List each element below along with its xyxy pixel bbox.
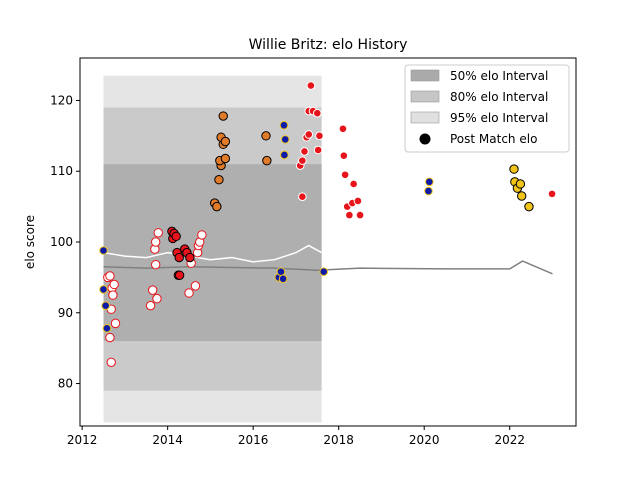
elo-point [313,108,322,118]
elo-point [262,155,272,166]
elo-lines [103,244,553,275]
elo-point [349,179,358,189]
y-tick-label: 120 [50,93,73,107]
elo-point [147,285,158,295]
elo-point [280,150,289,160]
elo-point [279,120,289,130]
y-tick-label: 100 [50,235,73,249]
elo-point [212,201,222,212]
elo-point [99,246,108,255]
elo-point [298,156,307,165]
y-tick-label: 110 [50,164,73,178]
elo-point [214,175,224,185]
elo-point [315,131,324,141]
legend-label: 80% elo Interval [450,90,548,104]
elo-point [306,81,316,90]
elo-point [184,288,194,298]
elo-point [153,228,163,238]
elo-point [261,131,271,141]
x-tick-label: 2012 [67,433,98,447]
elo-point [304,130,314,139]
legend-label: Post Match elo [450,132,537,146]
x-tick-label: 2018 [323,433,354,447]
elo-point [425,177,434,187]
elo-point [197,230,207,240]
elo-point [220,153,231,164]
elo-point [340,170,350,180]
elo-point [278,274,288,284]
legend: 50% elo Interval 80% elo Interval 95% elo … [404,64,570,153]
elo-point [300,147,309,156]
elo-point [353,196,363,206]
elo-point [105,271,115,281]
elo-point [101,301,110,310]
y-tick-label: 80 [58,377,73,391]
elo-point [218,111,228,121]
elo-point [185,252,195,263]
legend-swatch [410,90,440,103]
elo-point [509,164,519,174]
elo-point [338,124,348,134]
recent-elo-line [103,244,322,263]
elo-point [99,285,108,294]
elo-point [174,270,185,280]
legend-swatch [410,111,440,124]
y-tick-label: 90 [58,306,73,320]
elo-point [145,300,156,311]
elo-point [319,267,329,277]
elo-point [515,179,526,189]
interval-bands [103,75,322,423]
axis-ticks: 2012 2014 2016 2018 2020 2022 80 90 100 110 120 [50,93,525,447]
elo-point [424,186,433,196]
chart-title: Willie Britz: elo History [249,37,408,53]
legend-box [404,64,570,153]
legend-label: 95% elo Interval [450,111,548,125]
x-tick-label: 2016 [238,433,269,447]
elo-point [298,192,307,202]
x-tick-label: 2022 [494,433,525,447]
elo-point [174,252,184,263]
legend-swatch [410,69,440,82]
elo-point [102,324,112,333]
elo-point [171,231,181,242]
elo-point [524,201,534,212]
elo-point [339,151,349,160]
elo-point [110,318,121,329]
x-tick-label: 2014 [152,433,183,447]
legend-label: 50% elo Interval [450,69,548,83]
elo-point [108,290,118,300]
elo-point [150,237,161,247]
legend-marker [419,133,431,145]
mean-elo-line [103,260,553,275]
elo-point [276,267,286,277]
band-50-interval [103,164,322,342]
y-axis-label: elo score [23,215,37,269]
elo-point [150,259,161,270]
elo-point [547,189,557,199]
elo-point [220,136,231,147]
elo-point [345,210,354,220]
elo-point [105,332,115,343]
post-match-points [99,81,557,368]
elo-point [280,135,290,144]
elo-point [152,293,162,304]
elo-point [355,210,365,220]
elo-point [190,281,201,291]
elo-point [516,191,527,201]
elo-point [109,279,119,290]
elo-point [106,357,116,368]
elo-point [313,145,323,155]
x-tick-label: 2020 [409,433,440,447]
